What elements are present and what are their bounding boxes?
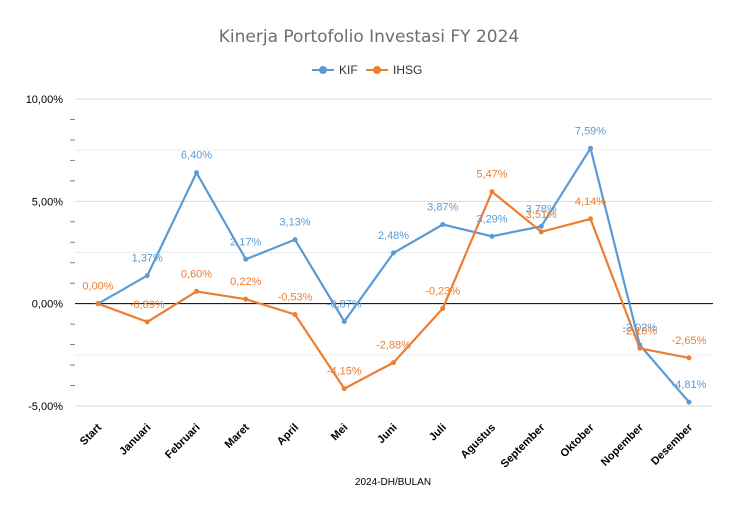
series-line-ihsg: [97, 190, 690, 390]
data-label-kif: 2,17%: [230, 236, 261, 248]
x-tick-label: Mei: [329, 422, 350, 443]
x-tick-label: Juni: [375, 422, 399, 446]
y-tick-label: 10,00%: [26, 94, 64, 106]
data-label-kif: 1,37%: [132, 253, 163, 265]
data-label-kif: 3,87%: [427, 201, 458, 213]
x-axis-tick-labels: Start Januari Februari Maret April Mei Juni Jul…: [78, 421, 696, 470]
legend-marker-kif: [319, 66, 327, 74]
data-point-kif[interactable]: [341, 318, 347, 324]
data-label-kif: 7,59%: [575, 125, 606, 137]
x-tick-label: April: [275, 422, 301, 448]
legend-label-kif: KIF: [339, 63, 358, 77]
data-label-ihsg: 0,22%: [230, 276, 261, 288]
data-point-kif[interactable]: [588, 145, 593, 151]
x-tick-label: Februari: [163, 422, 203, 462]
legend-item-ihsg[interactable]: IHSG: [366, 63, 422, 77]
data-point-kif[interactable]: [243, 256, 249, 262]
x-tick-label: Nopember: [599, 421, 646, 468]
x-tick-label: September: [499, 421, 548, 470]
x-tick-label: Desember: [649, 421, 696, 468]
data-point-ihsg[interactable]: [391, 360, 396, 366]
y-tick-label: -5,00%: [28, 401, 63, 413]
data-point-ihsg[interactable]: [686, 355, 692, 361]
data-label-kif: 6,40%: [181, 150, 212, 162]
data-point-kif[interactable]: [391, 250, 396, 256]
legend-marker-ihsg: [373, 66, 381, 74]
data-point-kif[interactable]: [292, 237, 298, 243]
data-label-ihsg: -2,65%: [672, 335, 707, 347]
legend-item-kif[interactable]: KIF: [312, 63, 358, 77]
y-axis-tick-labels: 10,00% 5,00% 0,00% -5,00%: [26, 94, 64, 413]
legend: KIF IHSG: [312, 63, 422, 77]
chart-title: Kinerja Portofolio Investasi FY 2024: [219, 27, 519, 47]
data-point-ihsg[interactable]: [588, 216, 593, 222]
data-label-kif: -4,81%: [672, 379, 707, 391]
x-tick-label: Maret: [223, 421, 252, 450]
x-axis-title: 2024-DH/BULAN: [355, 477, 431, 488]
x-tick-label: Juli: [427, 422, 449, 444]
y-axis-minor-ticks: [70, 118, 75, 387]
x-tick-label: Agustus: [459, 422, 499, 462]
data-label-ihsg: -0,89%: [130, 299, 165, 311]
data-label-ihsg: -0,23%: [425, 285, 460, 297]
data-point-ihsg[interactable]: [194, 288, 199, 294]
data-point-kif[interactable]: [144, 273, 150, 279]
data-point-ihsg[interactable]: [538, 229, 544, 235]
y-tick-label: 5,00%: [32, 196, 63, 208]
data-label-ihsg: 0,00%: [82, 281, 113, 293]
data-point-kif[interactable]: [686, 399, 692, 405]
series-points: [95, 145, 692, 405]
data-label-kif: 3,29%: [476, 213, 507, 225]
data-label-ihsg: -2,88%: [376, 340, 411, 352]
data-label-kif: -0,87%: [327, 298, 362, 310]
data-label-kif: -2,02%: [622, 322, 657, 334]
data-point-ihsg[interactable]: [243, 296, 249, 302]
data-point-kif[interactable]: [538, 223, 544, 229]
data-label-kif: 3,13%: [279, 217, 310, 229]
data-label-ihsg: 3,51%: [526, 209, 557, 221]
data-labels: 1,37% 6,40% 2,17% 3,13% -0,87% 2,48% 3,87% 3,29…: [82, 125, 706, 391]
y-tick-label: 0,00%: [32, 299, 63, 311]
x-tick-label: Oktober: [558, 421, 597, 460]
legend-label-ihsg: IHSG: [393, 63, 422, 77]
data-label-ihsg: -2,18%: [622, 325, 657, 337]
data-point-ihsg[interactable]: [637, 345, 643, 351]
x-tick-label: Januari: [117, 422, 153, 458]
data-point-kif[interactable]: [440, 221, 446, 227]
data-point-ihsg[interactable]: [292, 312, 298, 318]
data-point-ihsg[interactable]: [440, 305, 446, 311]
data-point-kif[interactable]: [194, 170, 199, 176]
data-label-ihsg: 5,47%: [476, 169, 507, 181]
data-point-ihsg[interactable]: [341, 386, 347, 392]
data-label-kif: 3,78%: [526, 203, 557, 215]
data-label-ihsg: 0,60%: [181, 268, 212, 280]
data-label-ihsg: -4,15%: [327, 366, 362, 378]
data-point-ihsg[interactable]: [489, 189, 495, 195]
data-label-ihsg: -0,53%: [278, 292, 313, 304]
x-tick-label: Start: [78, 421, 104, 447]
data-label-ihsg: 4,14%: [575, 196, 606, 208]
data-point-kif[interactable]: [489, 233, 495, 239]
data-point-ihsg[interactable]: [95, 301, 101, 307]
data-point-ihsg[interactable]: [144, 319, 150, 325]
data-label-kif: 2,48%: [378, 230, 409, 242]
